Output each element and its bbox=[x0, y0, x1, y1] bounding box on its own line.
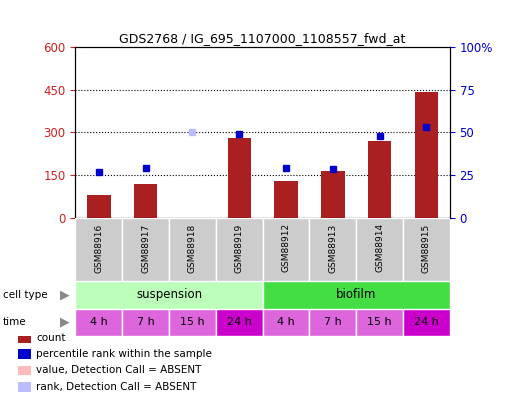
Text: suspension: suspension bbox=[136, 288, 202, 301]
Bar bbox=[309, 218, 356, 281]
Text: GSM88916: GSM88916 bbox=[94, 223, 103, 273]
Bar bbox=[87, 195, 111, 218]
Text: GSM88912: GSM88912 bbox=[281, 223, 291, 273]
Bar bbox=[228, 138, 251, 218]
Text: value, Detection Call = ABSENT: value, Detection Call = ABSENT bbox=[36, 365, 201, 375]
Bar bbox=[263, 309, 309, 336]
Text: rank, Detection Call = ABSENT: rank, Detection Call = ABSENT bbox=[36, 382, 197, 392]
Text: ▶: ▶ bbox=[60, 316, 70, 329]
Bar bbox=[275, 181, 298, 218]
Text: GSM88919: GSM88919 bbox=[235, 223, 244, 273]
Bar bbox=[75, 218, 122, 281]
Bar bbox=[134, 184, 158, 218]
Bar bbox=[368, 141, 392, 218]
Bar bbox=[356, 218, 403, 281]
Bar bbox=[122, 218, 169, 281]
Bar bbox=[18, 382, 31, 392]
Text: 4 h: 4 h bbox=[277, 318, 295, 327]
Text: 7 h: 7 h bbox=[324, 318, 342, 327]
Bar bbox=[18, 333, 31, 343]
Text: GSM88917: GSM88917 bbox=[141, 223, 150, 273]
Text: 4 h: 4 h bbox=[90, 318, 108, 327]
Text: 24 h: 24 h bbox=[227, 318, 252, 327]
Bar bbox=[18, 366, 31, 375]
Text: time: time bbox=[3, 318, 26, 327]
Bar bbox=[122, 309, 169, 336]
Bar bbox=[321, 171, 345, 218]
Bar bbox=[169, 309, 216, 336]
Bar bbox=[169, 218, 216, 281]
Text: cell type: cell type bbox=[3, 290, 47, 300]
Text: percentile rank within the sample: percentile rank within the sample bbox=[36, 349, 212, 359]
Text: GSM88913: GSM88913 bbox=[328, 223, 337, 273]
Text: 15 h: 15 h bbox=[180, 318, 205, 327]
Bar bbox=[263, 218, 309, 281]
Bar bbox=[216, 309, 263, 336]
Text: ▶: ▶ bbox=[60, 288, 70, 301]
Text: 15 h: 15 h bbox=[367, 318, 392, 327]
Bar bbox=[356, 309, 403, 336]
Bar bbox=[18, 350, 31, 359]
Text: GSM88914: GSM88914 bbox=[375, 223, 384, 273]
Text: GSM88915: GSM88915 bbox=[422, 223, 431, 273]
Bar bbox=[415, 92, 438, 218]
Bar bbox=[403, 218, 450, 281]
Bar bbox=[216, 218, 263, 281]
Bar bbox=[75, 309, 122, 336]
Bar bbox=[309, 309, 356, 336]
Text: GSM88918: GSM88918 bbox=[188, 223, 197, 273]
Bar bbox=[403, 309, 450, 336]
Text: 24 h: 24 h bbox=[414, 318, 439, 327]
Text: count: count bbox=[36, 333, 66, 343]
Bar bbox=[263, 281, 450, 309]
Text: biofilm: biofilm bbox=[336, 288, 376, 301]
Text: 7 h: 7 h bbox=[137, 318, 154, 327]
Bar bbox=[75, 281, 263, 309]
Title: GDS2768 / IG_695_1107000_1108557_fwd_at: GDS2768 / IG_695_1107000_1108557_fwd_at bbox=[120, 32, 406, 45]
